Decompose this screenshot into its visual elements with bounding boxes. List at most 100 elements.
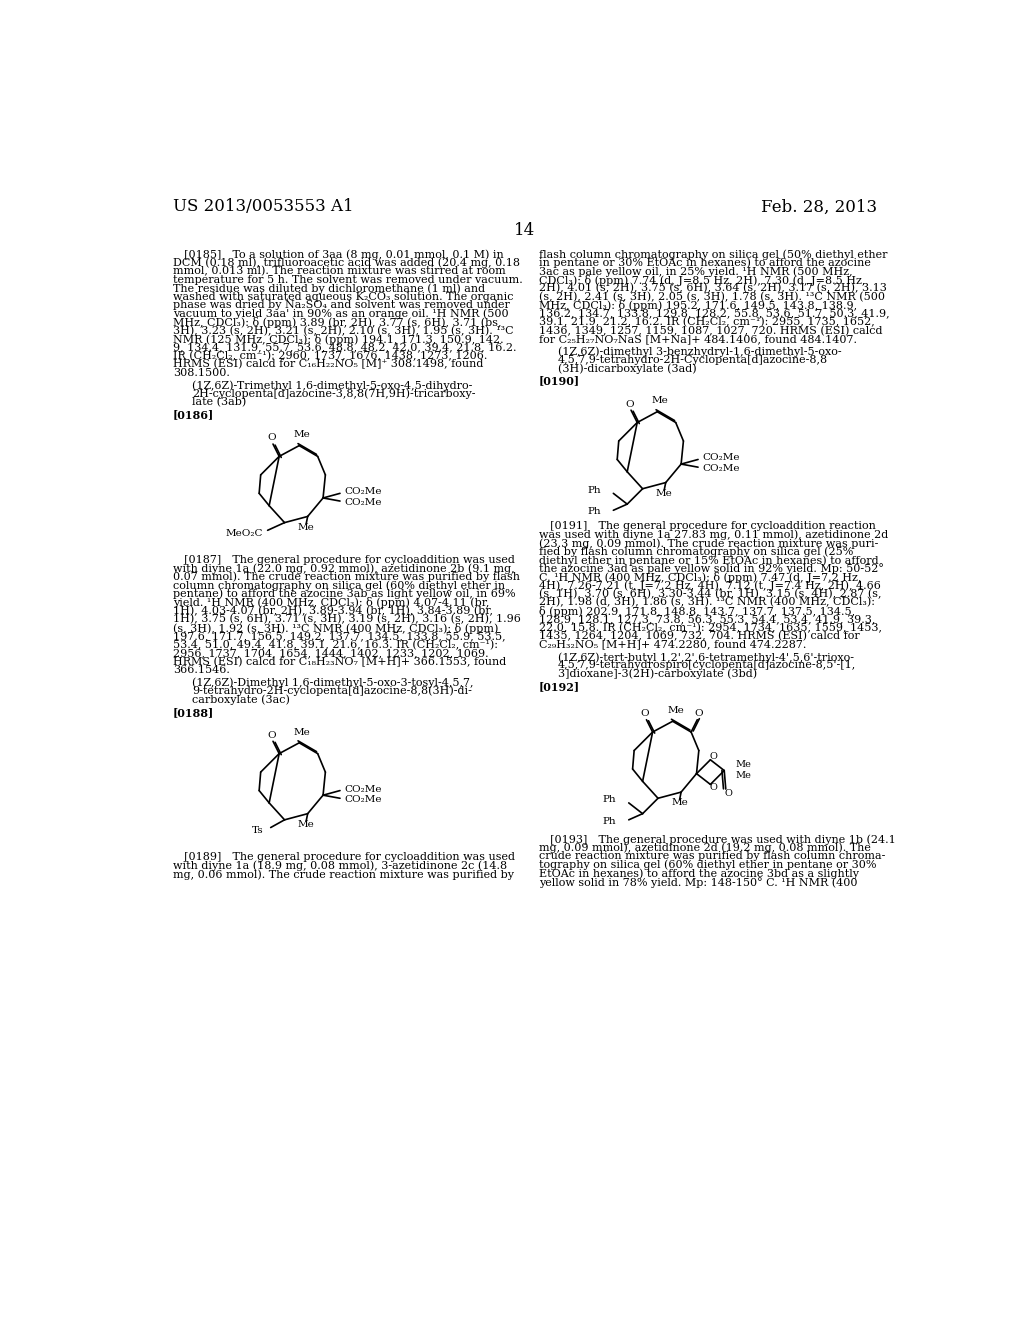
Text: crude reaction mixture was purified by flash column chroma-: crude reaction mixture was purified by f… — [539, 851, 885, 862]
Text: [0193] The general procedure was used with diyne 1b (24.1: [0193] The general procedure was used wi… — [539, 834, 895, 845]
Text: The residue was diluted by dichloromethane (1 ml) and: The residue was diluted by dichlorometha… — [173, 284, 485, 294]
Text: O: O — [710, 783, 718, 792]
Text: carboxylate (3ac): carboxylate (3ac) — [193, 694, 290, 705]
Text: Ts: Ts — [251, 826, 263, 836]
Text: [0185] To a solution of 3aa (8 mg, 0.01 mmol, 0.1 M) in: [0185] To a solution of 3aa (8 mg, 0.01 … — [173, 249, 504, 260]
Text: CO₂Me: CO₂Me — [345, 498, 382, 507]
Text: mg, 0.09 mmol), azetidinone 2d (19.2 mg, 0.08 mmol). The: mg, 0.09 mmol), azetidinone 2d (19.2 mg,… — [539, 843, 870, 854]
Text: 1436, 1349, 1257, 1159, 1087, 1027, 720. HRMS (ESI) calcd: 1436, 1349, 1257, 1159, 1087, 1027, 720.… — [539, 326, 882, 335]
Text: 2956, 1737, 1704, 1654, 1444, 1402, 1233, 1202, 1069.: 2956, 1737, 1704, 1654, 1444, 1402, 1233… — [173, 648, 488, 659]
Text: 14: 14 — [514, 222, 536, 239]
Text: Ph: Ph — [588, 486, 601, 495]
Text: 2H), 4.01 (s, 2H), 3.75 (s, 6H), 3.64 (s, 2H), 3.17 (s, 2H), 3.13: 2H), 4.01 (s, 2H), 3.75 (s, 6H), 3.64 (s… — [539, 284, 887, 293]
Text: 136.2, 134.7, 133.8, 129.8, 128.2, 55.8, 53.6, 51.7, 50.3, 41.9,: 136.2, 134.7, 133.8, 129.8, 128.2, 55.8,… — [539, 309, 889, 318]
Text: Me: Me — [294, 727, 310, 737]
Text: O: O — [641, 709, 649, 718]
Text: 197.6, 171.7, 156.5, 149.2, 137.7, 134.5, 133.8, 55.9, 53.5,: 197.6, 171.7, 156.5, 149.2, 137.7, 134.5… — [173, 631, 506, 642]
Text: 1H), 4.03-4.07 (br, 2H), 3.89-3.94 (br, 1H), 3.84-3.89 (br,: 1H), 4.03-4.07 (br, 2H), 3.89-3.94 (br, … — [173, 606, 493, 616]
Text: 1435, 1264, 1204, 1069, 732, 704. HRMS (ESI) calcd for: 1435, 1264, 1204, 1069, 732, 704. HRMS (… — [539, 631, 859, 642]
Text: (1Z,6Z)-Dimethyl 1,6-dimethyl-5-oxo-3-tosyl-4,5,7,: (1Z,6Z)-Dimethyl 1,6-dimethyl-5-oxo-3-to… — [193, 677, 474, 688]
Text: (s, 1H), 3.70 (s, 6H), 3.30-3.44 (br, 1H), 3.15 (s, 4H), 2.87 (s,: (s, 1H), 3.70 (s, 6H), 3.30-3.44 (br, 1H… — [539, 589, 882, 599]
Text: (1Z,6Z)-dimethyl 3-benzhydryl-1,6-dimethyl-5-oxo-: (1Z,6Z)-dimethyl 3-benzhydryl-1,6-dimeth… — [558, 346, 842, 356]
Text: CO₂Me: CO₂Me — [345, 784, 382, 793]
Text: the azocine 3ad as pale yellow solid in 92% yield. Mp: 50-52°: the azocine 3ad as pale yellow solid in … — [539, 564, 884, 574]
Text: EtOAc in hexanes) to afford the azocine 3bd as a slightly: EtOAc in hexanes) to afford the azocine … — [539, 869, 859, 879]
Text: phase was dried by Na₂SO₄ and solvent was removed under: phase was dried by Na₂SO₄ and solvent wa… — [173, 300, 510, 310]
Text: [0191] The general procedure for cycloaddition reaction: [0191] The general procedure for cycload… — [539, 521, 876, 531]
Text: temperature for 5 h. The solvent was removed under vacuum.: temperature for 5 h. The solvent was rem… — [173, 275, 522, 285]
Text: in pentane or 30% EtOAc in hexanes) to afford the azocine: in pentane or 30% EtOAc in hexanes) to a… — [539, 257, 870, 268]
Text: tography on silica gel (60% diethyl ether in pentane or 30%: tography on silica gel (60% diethyl ethe… — [539, 859, 877, 870]
Text: O: O — [626, 400, 634, 408]
Text: Me: Me — [735, 771, 751, 780]
Text: (23.3 mg, 0.09 mmol). The crude reaction mixture was puri-: (23.3 mg, 0.09 mmol). The crude reaction… — [539, 539, 878, 549]
Text: 4,5,7,9-tetrahydro-2H-Cyclopenta[d]azocine-8,8: 4,5,7,9-tetrahydro-2H-Cyclopenta[d]azoci… — [558, 355, 828, 364]
Text: δ (ppm) 202.9, 171.8, 148.8, 143.7, 137.7, 137.5, 134.5,: δ (ppm) 202.9, 171.8, 148.8, 143.7, 137.… — [539, 606, 855, 616]
Text: [0192]: [0192] — [539, 681, 580, 692]
Text: 3]dioxane]-3(2H)-carboxylate (3bd): 3]dioxane]-3(2H)-carboxylate (3bd) — [558, 669, 757, 680]
Text: O: O — [694, 709, 703, 718]
Text: O: O — [710, 752, 718, 762]
Text: CO₂Me: CO₂Me — [345, 796, 382, 804]
Text: Me: Me — [298, 820, 314, 829]
Text: 2H), 1.98 (d, 3H), 1.86 (s, 3H). ¹³C NMR (400 MHz, CDCl₃):: 2H), 1.98 (d, 3H), 1.86 (s, 3H). ¹³C NMR… — [539, 598, 874, 607]
Text: Me: Me — [294, 430, 310, 440]
Text: NMR (125 MHz, CDCl₃): δ (ppm) 194.1, 171.3, 150.9, 142.: NMR (125 MHz, CDCl₃): δ (ppm) 194.1, 171… — [173, 334, 504, 345]
Text: fied by flash column chromatography on silica gel (25%: fied by flash column chromatography on s… — [539, 546, 853, 557]
Text: 9, 134.4, 131.9, 55.7, 53.6, 48.8, 48.2, 42.0, 39.4, 21.8, 16.2.: 9, 134.4, 131.9, 55.7, 53.6, 48.8, 48.2,… — [173, 342, 516, 352]
Text: (1Z,6Z)-tert-butyl 1,2',2',6-tetramethyl-4',5,6'-trioxo-: (1Z,6Z)-tert-butyl 1,2',2',6-tetramethyl… — [558, 652, 854, 663]
Text: yield. ¹H NMR (400 MHz, CDCl₃): δ (ppm) 4.07-4.11 (br,: yield. ¹H NMR (400 MHz, CDCl₃): δ (ppm) … — [173, 598, 489, 609]
Text: column chromatography on silica gel (60% diethyl ether in: column chromatography on silica gel (60%… — [173, 581, 505, 591]
Text: O: O — [267, 433, 275, 442]
Text: 9-tetrahydro-2H-cyclopenta[d]azocine-8,8(3H)-di-: 9-tetrahydro-2H-cyclopenta[d]azocine-8,8… — [193, 686, 472, 697]
Text: Feb. 28, 2013: Feb. 28, 2013 — [761, 198, 877, 215]
Text: 3H), 3.23 (s, 2H), 3.21 (s, 2H), 2.10 (s, 3H), 1.95 (s, 3H). ¹³C: 3H), 3.23 (s, 2H), 3.21 (s, 2H), 2.10 (s… — [173, 326, 513, 335]
Text: Me: Me — [655, 488, 673, 498]
Text: yellow solid in 78% yield. Mp: 148-150° C. ¹H NMR (400: yellow solid in 78% yield. Mp: 148-150° … — [539, 876, 857, 887]
Text: US 2013/0053553 A1: US 2013/0053553 A1 — [173, 198, 353, 215]
Text: CO₂Me: CO₂Me — [702, 465, 740, 473]
Text: MeO₂C: MeO₂C — [225, 529, 263, 537]
Text: [0188]: [0188] — [173, 706, 214, 718]
Text: 0.07 mmol). The crude reaction mixture was purified by flash: 0.07 mmol). The crude reaction mixture w… — [173, 572, 520, 582]
Text: O: O — [267, 731, 275, 739]
Text: CO₂Me: CO₂Me — [345, 487, 382, 496]
Text: Ph: Ph — [588, 507, 601, 516]
Text: 4,5,7,9-tetrahydrospiro[cyclopenta[d]azocine-8,5'-[1,: 4,5,7,9-tetrahydrospiro[cyclopenta[d]azo… — [558, 660, 856, 671]
Text: 3ac as pale yellow oil, in 25% yield. ¹H NMR (500 MHz,: 3ac as pale yellow oil, in 25% yield. ¹H… — [539, 267, 852, 277]
Text: 308.1500.: 308.1500. — [173, 368, 229, 378]
Text: Me: Me — [735, 760, 751, 768]
Text: 366.1546.: 366.1546. — [173, 665, 229, 675]
Text: HRMS (ESI) calcd for C₁₆H₂₂NO₅ [M]⁺ 308.1498, found: HRMS (ESI) calcd for C₁₆H₂₂NO₅ [M]⁺ 308.… — [173, 359, 483, 370]
Text: vacuum to yield 3aa' in 90% as an orange oil. ¹H NMR (500: vacuum to yield 3aa' in 90% as an orange… — [173, 309, 509, 319]
Text: (s, 3H), 1.92 (s, 3H). ¹³C NMR (400 MHz, CDCl₃): δ (ppm): (s, 3H), 1.92 (s, 3H). ¹³C NMR (400 MHz,… — [173, 623, 499, 634]
Text: (s, 2H), 2.41 (s, 3H), 2.05 (s, 3H), 1.78 (s, 3H). ¹³C NMR (500: (s, 2H), 2.41 (s, 3H), 2.05 (s, 3H), 1.7… — [539, 292, 885, 302]
Text: 22.0, 15.8. IR (CH₂Cl₂, cm⁻¹): 2954, 1734, 1635, 1559, 1453,: 22.0, 15.8. IR (CH₂Cl₂, cm⁻¹): 2954, 173… — [539, 623, 882, 634]
Text: pentane) to afford the azocine 3ab as light yellow oil, in 69%: pentane) to afford the azocine 3ab as li… — [173, 589, 515, 599]
Text: MHz, CDCl₃): δ (ppm) 195.2, 171.6, 149.5, 143.8, 138.9,: MHz, CDCl₃): δ (ppm) 195.2, 171.6, 149.5… — [539, 300, 857, 312]
Text: CO₂Me: CO₂Me — [702, 454, 740, 462]
Text: 4H), 7.26-7.21 (t, J=7.2 Hz, 4H), 7.12 (t, J=7.4 Hz, 2H), 4.66: 4H), 7.26-7.21 (t, J=7.2 Hz, 4H), 7.12 (… — [539, 581, 881, 591]
Text: DCM (0.18 ml), trifluoroacetic acid was added (20.4 mg, 0.18: DCM (0.18 ml), trifluoroacetic acid was … — [173, 257, 520, 268]
Text: flash column chromatography on silica gel (50% diethyl ether: flash column chromatography on silica ge… — [539, 249, 887, 260]
Text: was used with diyne 1a 27.83 mg, 0.11 mmol), azetidinone 2d: was used with diyne 1a 27.83 mg, 0.11 mm… — [539, 529, 888, 540]
Text: Ph: Ph — [603, 796, 616, 804]
Text: washed with saturated aqueous K₂CO₃ solution. The organic: washed with saturated aqueous K₂CO₃ solu… — [173, 292, 513, 301]
Text: (3H)-dicarboxylate (3ad): (3H)-dicarboxylate (3ad) — [558, 363, 696, 374]
Text: 2H-cyclopenta[d]azocine-3,8,8(7H,9H)-tricarboxy-: 2H-cyclopenta[d]azocine-3,8,8(7H,9H)-tri… — [193, 388, 476, 399]
Text: Me: Me — [298, 523, 314, 532]
Text: mmol, 0.013 ml). The reaction mixture was stirred at room: mmol, 0.013 ml). The reaction mixture wa… — [173, 267, 506, 277]
Text: 128.9, 128.1, 127.3, 73.8, 56.3, 55.3, 54.4, 53.4, 41.9, 39.3,: 128.9, 128.1, 127.3, 73.8, 56.3, 55.3, 5… — [539, 614, 876, 624]
Text: 53.4, 51.0, 49.4, 41.8, 39.1, 21.6, 16.3. IR (CH₂Cl₂, cm⁻¹):: 53.4, 51.0, 49.4, 41.8, 39.1, 21.6, 16.3… — [173, 640, 498, 649]
Text: (1Z,6Z)-Trimethyl 1,6-dimethyl-5-oxo-4,5-dihydro-: (1Z,6Z)-Trimethyl 1,6-dimethyl-5-oxo-4,5… — [193, 380, 472, 391]
Text: Me: Me — [668, 706, 684, 715]
Text: HRMS (ESI) calcd for C₁₈H₂₃NO₇ [M+H]+ 366.1553, found: HRMS (ESI) calcd for C₁₈H₂₃NO₇ [M+H]+ 36… — [173, 656, 506, 667]
Text: 1H), 3.75 (s, 6H), 3.71 (s, 3H), 3.19 (s, 2H), 3.16 (s, 2H), 1.96: 1H), 3.75 (s, 6H), 3.71 (s, 3H), 3.19 (s… — [173, 614, 521, 624]
Text: late (3ab): late (3ab) — [193, 397, 247, 408]
Text: 39.1, 21.9, 21.2, 16.2. IR (CH₂Cl₂, cm⁻¹): 2955, 1735, 1652,: 39.1, 21.9, 21.2, 16.2. IR (CH₂Cl₂, cm⁻¹… — [539, 317, 874, 327]
Text: IR (CH₂Cl₂, cm⁻¹): 2960, 1737, 1676, 1438, 1273, 1206.: IR (CH₂Cl₂, cm⁻¹): 2960, 1737, 1676, 143… — [173, 351, 487, 362]
Text: CDCl₃): δ (ppm) 7.74 (d, J=8.5 Hz, 2H), 7.30 (d, J=8.5 Hz,: CDCl₃): δ (ppm) 7.74 (d, J=8.5 Hz, 2H), … — [539, 275, 865, 285]
Text: with diyne 1a (22.0 mg, 0.92 mmol), azetidinone 2b (9.1 mg,: with diyne 1a (22.0 mg, 0.92 mmol), azet… — [173, 564, 514, 574]
Text: with diyne 1a (18.9 mg, 0.08 mmol), 3-azetidinone 2c (14.8: with diyne 1a (18.9 mg, 0.08 mmol), 3-az… — [173, 861, 507, 871]
Text: [0186]: [0186] — [173, 409, 214, 420]
